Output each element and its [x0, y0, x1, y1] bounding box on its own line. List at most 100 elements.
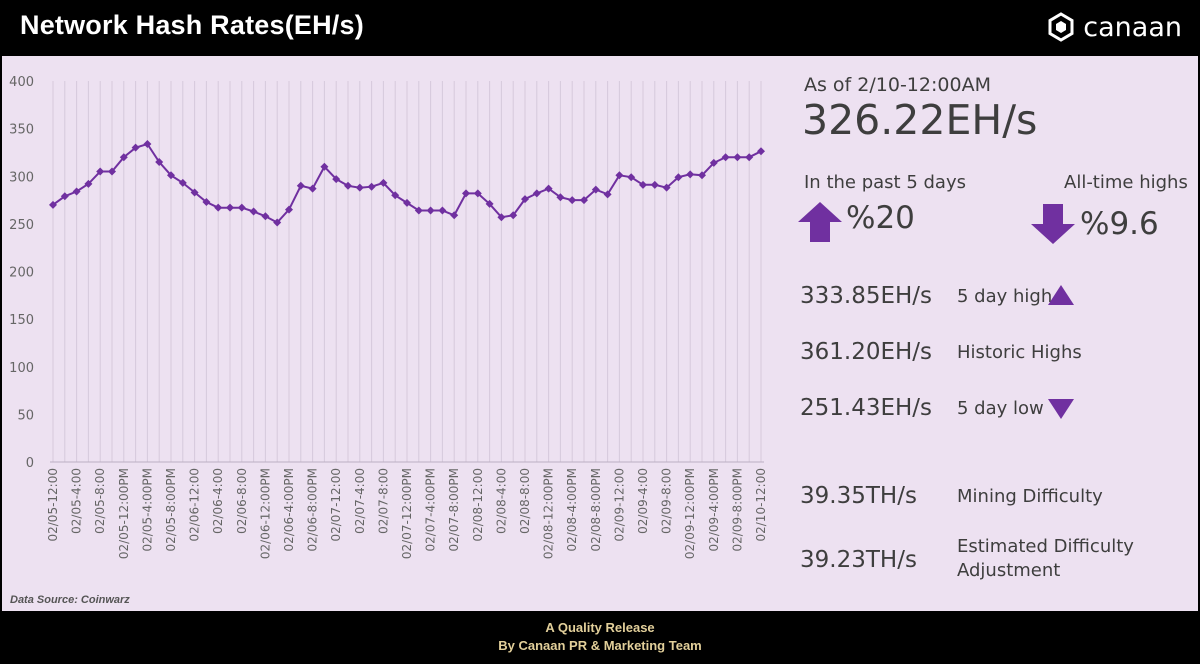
- data-point: [190, 188, 199, 197]
- x-tick-label: 02/06-12:00PM: [258, 468, 272, 559]
- x-tick-label: 02/07-8:00: [376, 468, 390, 534]
- data-point: [757, 147, 765, 156]
- arrow-down-icon: [1031, 204, 1075, 244]
- data-point: [580, 196, 588, 205]
- data-point: [320, 162, 329, 171]
- data-point: [202, 197, 211, 206]
- hash-rate-chart: 0 50 100 150 200 250 300 350 400 02/05-12:00 02/05…: [2, 56, 782, 611]
- x-tick-label: 02/08-8:00PM: [589, 468, 603, 551]
- est-difficulty-label: Estimated Difficulty: [957, 536, 1134, 557]
- x-tick-label: 02/09-12:00PM: [683, 468, 697, 559]
- canaan-logo-icon: [1048, 12, 1074, 42]
- data-point: [497, 213, 506, 222]
- data-point: [686, 170, 695, 179]
- data-point: [462, 189, 470, 198]
- current-hash-rate: 326.22EH/s: [802, 96, 1038, 144]
- x-tick-label: 02/05-12:00: [46, 468, 60, 542]
- five-day-high-label: 5 day high: [957, 286, 1053, 307]
- data-point: [568, 196, 577, 205]
- x-tick-label: 02/06-12:00: [188, 468, 202, 542]
- data-point: [733, 153, 742, 162]
- data-point: [49, 200, 57, 209]
- historic-high-value: 361.20EH/s: [800, 339, 933, 365]
- brand-logo: canaan: [1047, 9, 1182, 45]
- five-day-high-value: 333.85EH/s: [800, 283, 933, 309]
- data-point: [131, 143, 140, 152]
- all-time-highs-value: %9.6: [1080, 206, 1159, 242]
- data-point: [237, 203, 246, 212]
- x-tick-label: 02/05-4:00PM: [140, 468, 154, 551]
- y-tick-label: 100: [9, 361, 34, 376]
- x-tick-label: 02/06-8:00PM: [306, 468, 320, 551]
- data-point: [745, 153, 754, 162]
- brand-name: canaan: [1083, 11, 1182, 43]
- data-point: [332, 175, 341, 184]
- five-day-low-label: 5 day low: [957, 398, 1044, 419]
- data-point: [403, 198, 411, 207]
- data-point: [521, 195, 529, 204]
- data-point: [214, 203, 223, 212]
- chart-svg: 0 50 100 150 200 250 300 350 400 02/05-12:00 02/05…: [9, 75, 768, 559]
- as-of-label: As of 2/10-12:00AM: [804, 74, 991, 96]
- data-point: [367, 182, 376, 191]
- x-tick-label: 02/05-8:00: [93, 468, 107, 534]
- arrow-up-icon: [798, 202, 842, 242]
- y-tick-label: 400: [9, 75, 34, 90]
- data-point: [532, 189, 541, 198]
- x-tick-label: 02/07-4:00PM: [424, 468, 438, 551]
- data-point: [603, 190, 612, 199]
- x-tick-label: 02/09-12:00: [612, 468, 626, 542]
- historic-high-label: Historic Highs: [957, 342, 1082, 363]
- data-point: [84, 179, 93, 188]
- x-tick-label: 02/08-12:00: [471, 468, 485, 542]
- x-tick-label: 02/05-4:00: [70, 468, 84, 534]
- data-point: [285, 205, 293, 214]
- est-difficulty-value: 39.23TH/s: [800, 547, 917, 573]
- y-tick-label: 300: [9, 170, 34, 185]
- data-point: [450, 211, 459, 220]
- x-tick-label: 02/07-8:00PM: [447, 468, 461, 551]
- est-difficulty-label-2: Adjustment: [957, 560, 1061, 581]
- y-tick-label: 350: [9, 123, 34, 138]
- footer-bar: A Quality Release By Canaan PR & Marketi…: [0, 611, 1200, 664]
- data-point: [167, 171, 175, 180]
- data-point: [143, 140, 152, 149]
- content-panel: 0 50 100 150 200 250 300 350 400 02/05-12:00 02/05…: [2, 56, 1198, 611]
- x-tick-label: 02/06-4:00: [211, 468, 225, 534]
- data-point: [662, 183, 671, 192]
- data-point: [721, 153, 730, 162]
- x-tick-label: 02/07-12:00: [329, 468, 343, 542]
- data-point: [650, 180, 659, 189]
- x-tick-label: 02/10-12:00: [754, 468, 768, 542]
- x-tick-label: 02/08-8:00: [518, 468, 532, 534]
- footer-line-1: A Quality Release: [545, 620, 655, 635]
- x-tick-label: 02/07-12:00PM: [400, 468, 414, 559]
- y-tick-label: 50: [17, 408, 34, 423]
- y-tick-label: 0: [26, 456, 34, 471]
- x-tick-label: 02/08-4:00PM: [565, 468, 579, 551]
- data-point: [556, 193, 565, 202]
- data-point: [273, 218, 282, 227]
- data-point: [639, 180, 647, 189]
- data-point: [473, 189, 482, 198]
- x-tick-label: 02/05-8:00PM: [164, 468, 178, 551]
- data-point: [615, 171, 624, 180]
- data-point: [155, 157, 164, 166]
- x-tick-label: 02/07-4:00: [353, 468, 367, 534]
- triangle-up-icon: [1048, 285, 1074, 305]
- data-point: [344, 181, 352, 190]
- x-tick-label: 02/08-12:00PM: [542, 468, 556, 559]
- footer-line-2: By Canaan PR & Marketing Team: [498, 638, 702, 653]
- data-point: [296, 181, 305, 190]
- stats-panel: As of 2/10-12:00AM 326.22EH/s In the pas…: [782, 56, 1198, 611]
- data-point: [414, 206, 423, 215]
- data-point: [72, 187, 81, 196]
- y-tick-label: 150: [9, 313, 34, 328]
- data-point: [261, 212, 270, 221]
- mining-difficulty-value: 39.35TH/s: [800, 483, 917, 509]
- data-point: [108, 167, 116, 176]
- data-point: [379, 178, 388, 187]
- x-tick-label: 02/06-4:00PM: [282, 468, 296, 551]
- data-point: [485, 199, 494, 208]
- data-point: [627, 173, 636, 182]
